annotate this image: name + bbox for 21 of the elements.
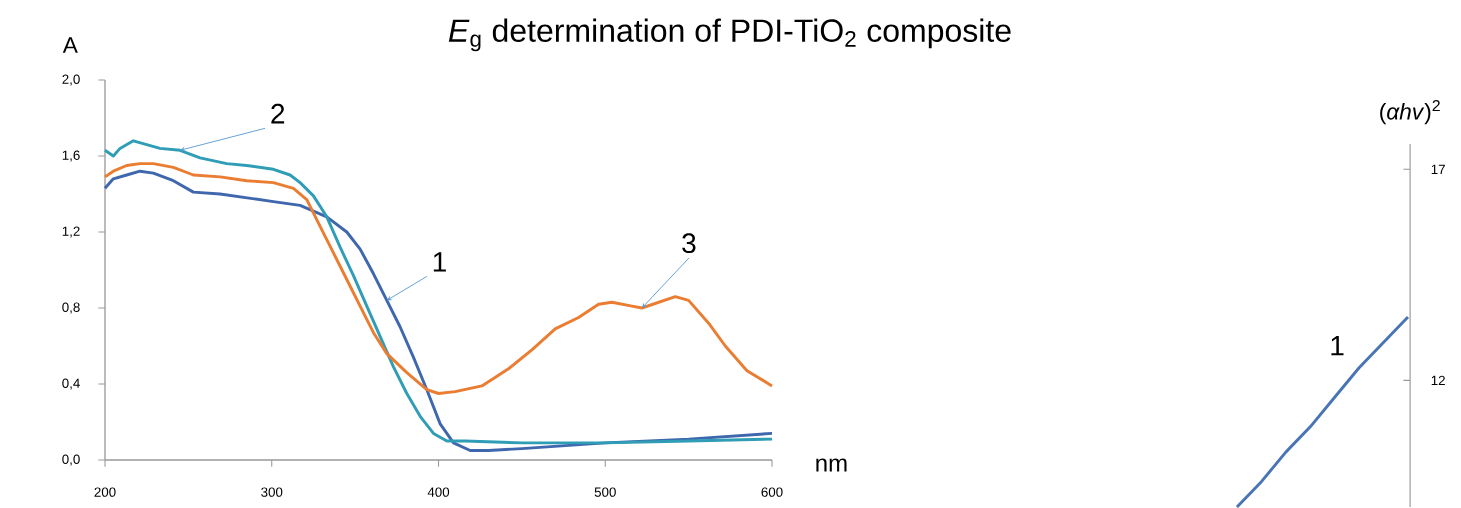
x-tick-label: 600 (761, 487, 783, 497)
y-tick-label: 0,8 (62, 302, 80, 314)
x-axis-title: nm (816, 458, 847, 472)
y-tick-label: 12 (1431, 375, 1445, 385)
x-tick-label: 200 (94, 487, 116, 497)
y-tick-label: 2,0 (62, 74, 80, 86)
y-tick-label: 0,4 (62, 378, 80, 390)
series-label: 1 (1331, 335, 1344, 356)
chart-title: E$_{g}$ determination of PDI-TiO$_{2}$ composite (448, 18, 1011, 52)
series-label: 1 (433, 252, 446, 272)
x-tick-label: 300 (261, 487, 283, 497)
y-tick-label: 1,2 (62, 226, 80, 238)
series-label: 2 (271, 103, 285, 124)
x-tick-label: 400 (427, 487, 450, 497)
x-tick-label: 500 (594, 487, 616, 497)
y-tick-label: 17 (1431, 164, 1445, 174)
y-tick-label: 1,6 (62, 150, 80, 162)
y-axis-title: A (62, 37, 78, 53)
y-axis-title: (αhv)$^{2}$ (1380, 99, 1440, 124)
y-tick-label: 0,0 (62, 454, 80, 466)
series-label: 3 (682, 233, 696, 253)
